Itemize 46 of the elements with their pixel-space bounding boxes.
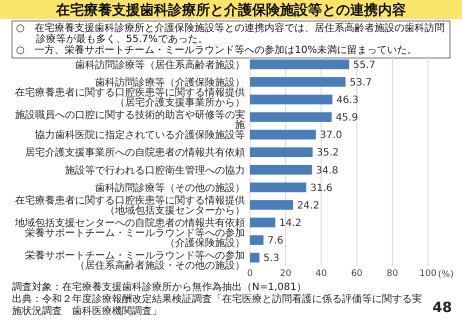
bar bbox=[250, 130, 316, 140]
data-label: 31.6 bbox=[310, 182, 333, 194]
x-axis-title: (%) bbox=[438, 270, 454, 280]
bar bbox=[250, 235, 264, 245]
y-tick-label: 在宅療養患者に関する口腔疾患等に関する情報提供（地域包括支援センターから） bbox=[15, 194, 245, 216]
data-label: 53.7 bbox=[350, 77, 372, 88]
text: 調査対象：在宅療養支援歯科診療所から無作為抽出（N=1,081） bbox=[12, 281, 306, 293]
data-label: 14.2 bbox=[279, 218, 302, 230]
data-label: 5.3 bbox=[263, 253, 280, 264]
bar bbox=[250, 218, 276, 228]
y-tick-label: 栄養サポートチーム・ミールラウンド等への参加（介護保険施設） bbox=[25, 227, 245, 250]
y-tick-label: 歯科訪問診療等（介護保険施設） bbox=[95, 76, 245, 88]
y-tick-label: 歯科訪問診療等（その他の施設） bbox=[95, 182, 245, 194]
data-label: 35.2 bbox=[316, 148, 339, 159]
y-tick-label: 施設等で行われる口腔衛生管理への協力 bbox=[65, 164, 245, 176]
data-label: 46.3 bbox=[336, 94, 359, 106]
y-tick-label: 居宅介護支援事業所への自院患者の情報共有依頼 bbox=[25, 146, 245, 159]
y-tick-label: 栄養サポートチーム・ミールラウンド等への参加（居住系高齢者施設・その他の施設） bbox=[25, 250, 245, 272]
bar bbox=[250, 200, 294, 210]
y-tick-label: 協力歯科医院に指定されている介護保険施設等 bbox=[35, 129, 245, 142]
x-tick-label: 60 bbox=[351, 269, 363, 279]
x-tick-label: 80 bbox=[386, 269, 398, 279]
data-label: 7.6 bbox=[268, 236, 284, 247]
x-tick-label: 100 bbox=[419, 269, 437, 279]
bar bbox=[250, 252, 260, 262]
bar bbox=[250, 182, 306, 192]
data-label: 55.7 bbox=[353, 60, 376, 71]
data-label: 34.8 bbox=[316, 165, 338, 176]
bar bbox=[250, 60, 350, 70]
bar bbox=[250, 77, 346, 87]
data-label: 37.0 bbox=[320, 130, 342, 142]
text: 48 bbox=[432, 300, 452, 316]
data-label: 45.9 bbox=[336, 112, 358, 124]
x-tick-label: 40 bbox=[315, 269, 328, 279]
bar bbox=[250, 164, 312, 175]
bar bbox=[250, 147, 313, 158]
data-label: 24.2 bbox=[297, 200, 320, 212]
chart-subtitle: ○ 在宅療養支援歯科診療所と介護保険施設等との連携内容では、居住系高齢者施設の歯科訪問診療等が最も多く、55.7%であった。 ○ 一方、栄養サポートチーム・ミールラウンド等への参加は10%未満に留まっていた。 bbox=[16, 22, 445, 56]
y-tick-label: 歯科訪問診療等（居住系高齢者施設） bbox=[75, 58, 245, 71]
bar bbox=[250, 112, 332, 122]
source-note: 出典：令和２年度診療報酬改定結果検証調査「在宅医療と訪問看護に係る評価等に関する実施状況調査 歯科医療機関調査」 bbox=[12, 293, 422, 317]
x-tick-label: 20 bbox=[280, 269, 292, 279]
bar bbox=[250, 94, 332, 104]
chart-title: 在宅療養支援歯科診療所と介護保険施設等との連携内容 bbox=[55, 2, 406, 18]
x-tick-label: 0 bbox=[247, 269, 254, 279]
y-tick-label: 在宅療養患者に関する口腔疾患等に関する情報提供（居宅介護支援事業所から） bbox=[15, 86, 245, 108]
